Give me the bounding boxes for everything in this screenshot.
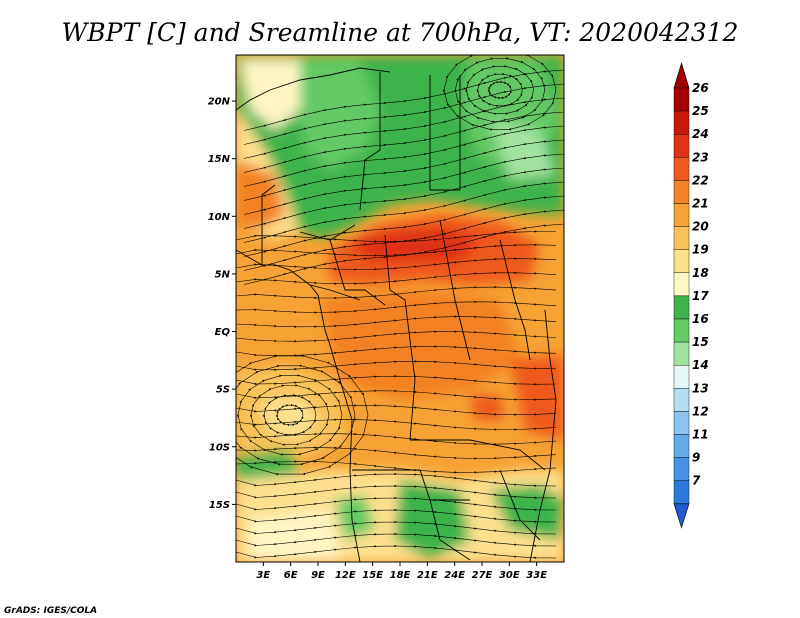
colorbar-swatch xyxy=(673,110,690,135)
colorbar-label: 11 xyxy=(692,428,709,442)
lat-tick-label: 10S xyxy=(209,442,230,453)
colorbar-label: 23 xyxy=(692,150,709,164)
colorbar-swatch xyxy=(673,295,690,320)
colorbar-swatch xyxy=(673,341,690,366)
colorbar: 26 25 24 23 22 21 20 19 18 17 16 15 14 13 12 11 9 7 xyxy=(673,61,709,529)
streamline xyxy=(236,520,557,535)
lon-tick-label: 27E xyxy=(472,570,493,581)
colorbar-swatch xyxy=(673,272,690,297)
streamline xyxy=(236,472,557,487)
colorbar-swatch xyxy=(673,203,690,227)
lat-tick-label: 20N xyxy=(208,97,231,108)
lon-tick-label: 6E xyxy=(284,570,298,581)
longitude-axis: 3E 6E 9E 12E 15E 18E 21E 24E 27E 30E 33E xyxy=(256,562,547,581)
lat-tick-label: 15S xyxy=(209,500,230,511)
colorbar-label: 21 xyxy=(692,197,709,211)
lon-tick-label: 3E xyxy=(256,570,270,581)
colorbar-label: 25 xyxy=(692,104,709,118)
colorbar-label: 15 xyxy=(692,335,709,349)
streamline xyxy=(236,285,557,300)
colorbar-top-arrow xyxy=(673,61,690,89)
colorbar-swatch xyxy=(673,249,690,273)
streamline xyxy=(236,315,557,328)
colorbar-label: 16 xyxy=(692,312,709,326)
colorbar-label: 14 xyxy=(692,358,709,372)
lon-tick-label: 21E xyxy=(417,570,438,581)
colorbar-label: 17 xyxy=(692,289,709,303)
map-panel xyxy=(236,55,564,562)
colorbar-label: 18 xyxy=(692,266,709,280)
streamline xyxy=(236,354,369,476)
streamline xyxy=(236,508,557,523)
colorbar-swatch xyxy=(673,180,690,204)
streamline xyxy=(236,484,557,499)
lat-tick-label: EQ xyxy=(215,327,231,338)
streamline xyxy=(236,544,557,559)
streamline xyxy=(236,496,557,511)
grads-credit: GrADS: IGES/COLA xyxy=(4,606,97,616)
latitude-axis: 20N 15N 10N 5N EQ 5S 10S 15S xyxy=(208,97,236,511)
lon-tick-label: 12E xyxy=(335,570,356,581)
colorbar-swatch xyxy=(673,434,690,458)
lat-tick-label: 10N xyxy=(208,212,231,223)
colorbar-label: 7 xyxy=(692,474,701,488)
map-title: WBPT [C] and Sreamline at 700hPa, VT: 20… xyxy=(62,18,739,47)
streamlines xyxy=(236,55,564,559)
lon-tick-label: 33E xyxy=(526,570,547,581)
colorbar-bottom-arrow xyxy=(673,503,690,529)
colorbar-label: 19 xyxy=(692,243,709,257)
streamline xyxy=(236,532,557,547)
colorbar-swatch xyxy=(673,87,690,112)
lon-tick-label: 30E xyxy=(499,570,520,581)
lat-tick-label: 5S xyxy=(216,385,230,396)
colorbar-swatch xyxy=(673,157,690,181)
colorbar-label: 9 xyxy=(692,451,700,465)
colorbar-swatch xyxy=(673,226,690,250)
streamline xyxy=(243,223,564,285)
lat-tick-label: 15N xyxy=(208,154,231,165)
colorbar-swatch xyxy=(673,388,690,412)
streamline xyxy=(236,300,557,314)
colorbar-label: 24 xyxy=(692,127,709,141)
colorbar-label: 22 xyxy=(692,173,709,187)
lon-tick-label: 9E xyxy=(311,570,325,581)
lat-tick-label: 5N xyxy=(215,269,231,280)
colorbar-swatch xyxy=(673,457,690,481)
colorbar-swatch xyxy=(673,480,690,505)
lon-tick-label: 15E xyxy=(362,570,383,581)
colorbar-swatch xyxy=(673,318,690,343)
colorbar-label: 13 xyxy=(692,381,709,395)
streamline xyxy=(236,330,557,343)
colorbar-label: 20 xyxy=(692,220,709,234)
colorbar-swatch xyxy=(673,365,690,389)
colorbar-swatch xyxy=(673,411,690,435)
lon-tick-label: 24E xyxy=(444,570,465,581)
lon-tick-label: 18E xyxy=(390,570,411,581)
colorbar-label: 12 xyxy=(692,404,709,418)
colorbar-label: 26 xyxy=(692,81,709,95)
colorbar-swatch xyxy=(673,133,690,158)
